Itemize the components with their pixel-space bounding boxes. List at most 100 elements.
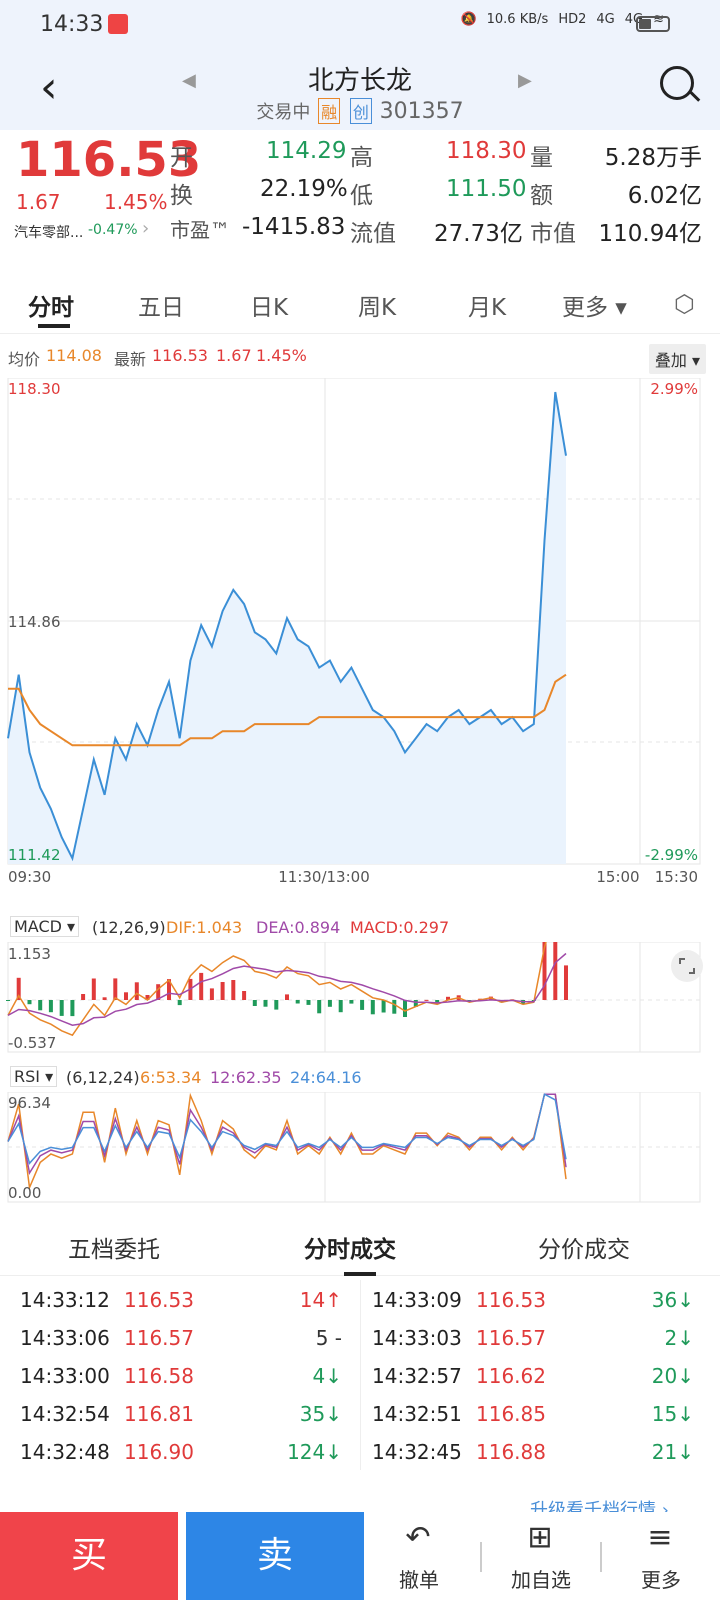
price-area bbox=[8, 392, 566, 864]
rsi-header: RSI ▾ (6,12,24) 6:53.34 12:62.35 24:64.1… bbox=[0, 1064, 720, 1092]
tab-tick-trades[interactable]: 分时成交 bbox=[304, 1237, 396, 1263]
add-watchlist-button[interactable]: ⊞ 加自选 bbox=[482, 1512, 600, 1600]
trade-volume: 2↓ bbox=[664, 1326, 694, 1350]
macd-bar bbox=[370, 1000, 375, 1015]
pe-label: 市盈™ bbox=[170, 218, 230, 242]
volume-value: 5.28万手 bbox=[604, 145, 702, 171]
avg-price-value: 114.08 bbox=[46, 346, 102, 365]
macd-bar bbox=[306, 1000, 311, 1005]
turnover-value: 22.19% bbox=[260, 176, 348, 202]
next-stock-icon[interactable]: ▶ bbox=[518, 70, 532, 91]
axis-bottom-price: 111.42 bbox=[8, 846, 61, 864]
sell-button[interactable]: 卖 bbox=[186, 1512, 364, 1600]
tab-5day[interactable]: 五日 bbox=[138, 295, 184, 321]
cancel-order-label: 撤单 bbox=[399, 1568, 439, 1592]
trade-time: 14:32:48 bbox=[20, 1440, 110, 1464]
back-icon[interactable]: ‹ bbox=[40, 62, 58, 113]
price-line bbox=[7, 391, 567, 862]
market-cap-value: 110.94亿 bbox=[598, 221, 702, 247]
macd-bar bbox=[446, 996, 450, 1000]
more-button[interactable]: ≡ 更多 bbox=[602, 1512, 720, 1600]
status-icons: 🔕 10.6 KB/s HD2 4G 4G ≋ bbox=[460, 12, 664, 27]
sector-pct[interactable]: -0.47% bbox=[88, 222, 138, 238]
macd-bar bbox=[124, 992, 128, 1000]
net-speed: 10.6 KB/s bbox=[486, 12, 549, 27]
stock-subtitle: 交易中 融 创 301357 bbox=[0, 98, 720, 124]
macd-bar bbox=[59, 1000, 64, 1016]
trade-volume: 4↓ bbox=[312, 1364, 342, 1388]
add-watchlist-label: 加自选 bbox=[511, 1568, 571, 1592]
macd-bar bbox=[403, 1000, 407, 1017]
trade-time: 14:32:51 bbox=[372, 1402, 462, 1426]
overlay-button[interactable]: 叠加 ▾ bbox=[648, 344, 706, 374]
trade-price: 116.53 bbox=[124, 1288, 194, 1312]
hd-icon: HD2 bbox=[558, 12, 587, 27]
rsi-12: 12:62.35 bbox=[210, 1068, 282, 1087]
trade-volume: 21↓ bbox=[651, 1440, 694, 1464]
search-icon[interactable] bbox=[660, 66, 694, 100]
macd-select[interactable]: MACD ▾ bbox=[10, 916, 80, 937]
trade-row: 14:32:57 116.62 20↓ bbox=[372, 1364, 694, 1394]
low-value: 111.50 bbox=[446, 176, 527, 202]
last-change-info: 1.67 bbox=[216, 346, 252, 365]
avg-price-label: 均价 bbox=[8, 350, 41, 369]
status-time: 14:33 bbox=[40, 12, 104, 37]
macd-bar bbox=[220, 982, 225, 1000]
rsi-chart[interactable]: 96.34 0.00 bbox=[0, 1092, 720, 1208]
macd-grid bbox=[7, 942, 701, 1053]
tab-monthly-k[interactable]: 月K bbox=[468, 295, 507, 321]
mute-icon: 🔕 bbox=[460, 12, 477, 27]
prev-stock-icon[interactable]: ◀ bbox=[182, 70, 196, 91]
macd-bar bbox=[317, 1000, 322, 1014]
tab-intraday[interactable]: 分时 bbox=[28, 295, 74, 321]
macd-bar bbox=[327, 1000, 332, 1007]
tab-more[interactable]: 更多 ▾ bbox=[562, 295, 627, 321]
settings-hex-icon[interactable]: ⬡ bbox=[674, 290, 695, 318]
signal-icon-1: 4G bbox=[596, 12, 615, 27]
rsi-ymin: 0.00 bbox=[8, 1184, 41, 1202]
trade-time: 14:33:09 bbox=[372, 1288, 462, 1312]
separator bbox=[600, 1542, 602, 1572]
trade-time: 14:33:03 bbox=[372, 1326, 462, 1350]
intraday-info: 均价 114.08 最新 116.53 1.67 1.45% 叠加 ▾ bbox=[0, 340, 720, 378]
macd-bar bbox=[252, 1000, 257, 1006]
last-price-info: 116.53 bbox=[152, 346, 208, 365]
open-label: 开 bbox=[170, 145, 193, 171]
pe-value: -1415.83 bbox=[242, 214, 346, 240]
float-cap-label: 流值 bbox=[350, 221, 396, 247]
macd-bar bbox=[27, 1000, 32, 1005]
trade-row: 14:33:12 116.53 14↑ bbox=[20, 1288, 342, 1318]
macd-bar bbox=[295, 1000, 300, 1004]
macd-bar bbox=[285, 994, 289, 1000]
chevron-right-icon[interactable]: › bbox=[142, 218, 150, 239]
macd-bar bbox=[435, 1000, 440, 1003]
macd-bar bbox=[392, 1000, 397, 1014]
rsi-24: 24:64.16 bbox=[290, 1068, 362, 1087]
subtab-underline bbox=[344, 1272, 376, 1276]
trade-volume: 36↓ bbox=[651, 1288, 694, 1312]
trade-row: 14:32:51 116.85 15↓ bbox=[372, 1402, 694, 1432]
macd-chart[interactable]: 1.153 -0.537 bbox=[0, 942, 720, 1058]
trade-price: 116.81 bbox=[124, 1402, 194, 1426]
chart-tabs: 分时 五日 日K 周K 月K 更多 ▾ ⬡ bbox=[0, 268, 720, 334]
macd-bar bbox=[38, 1000, 43, 1011]
buy-button[interactable]: 买 bbox=[0, 1512, 178, 1600]
rsi-6: 6:53.34 bbox=[140, 1068, 202, 1087]
axis-bottom-pct: -2.99% bbox=[645, 846, 698, 864]
more-label: 更多 bbox=[641, 1568, 681, 1592]
intraday-chart[interactable]: 118.30 114.86 111.42 2.99% -2.99% 09:30 … bbox=[0, 378, 720, 898]
rsi-select[interactable]: RSI ▾ bbox=[10, 1066, 58, 1087]
tab-order-book[interactable]: 五档委托 bbox=[68, 1237, 160, 1263]
macd-bar bbox=[360, 1000, 365, 1010]
wifi-icon: ≋ bbox=[653, 12, 664, 27]
tab-price-trades[interactable]: 分价成交 bbox=[538, 1237, 630, 1263]
macd-value: MACD:0.297 bbox=[350, 918, 450, 937]
macd-bar bbox=[338, 1000, 343, 1013]
tab-weekly-k[interactable]: 周K bbox=[358, 295, 397, 321]
cancel-order-button[interactable]: ↶ 撤单 bbox=[360, 1512, 478, 1600]
sector-name[interactable]: 汽车零部... bbox=[14, 225, 84, 241]
expand-icon[interactable] bbox=[671, 950, 703, 982]
trade-price: 116.85 bbox=[476, 1402, 546, 1426]
tab-daily-k[interactable]: 日K bbox=[250, 295, 289, 321]
turnover-label: 换 bbox=[170, 183, 193, 209]
